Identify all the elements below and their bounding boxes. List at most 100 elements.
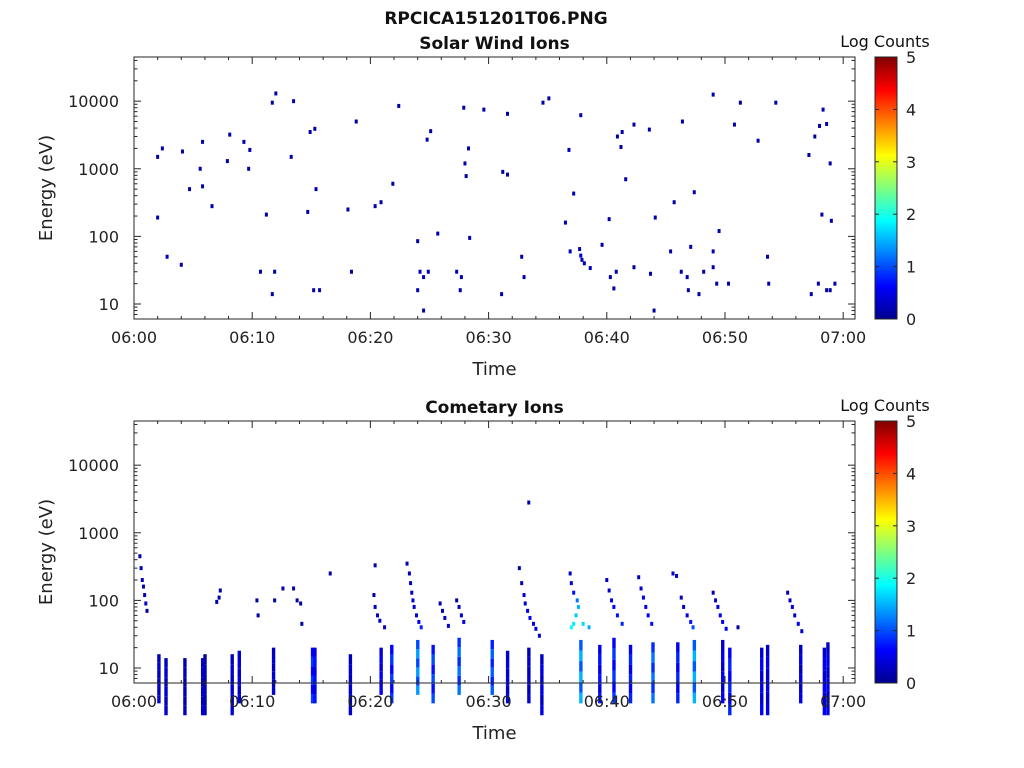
heatmap-cell xyxy=(440,608,444,613)
y-tick-label: 10000 xyxy=(68,456,119,475)
heatmap-cell xyxy=(292,99,296,104)
heatmap-cell xyxy=(541,100,545,105)
heatmap-cell xyxy=(157,686,161,696)
heatmap-cell xyxy=(527,694,531,704)
heatmap-cell xyxy=(828,161,832,166)
heatmap-cell xyxy=(379,687,383,695)
heatmap-cell xyxy=(313,647,317,657)
heatmap-cell xyxy=(289,154,293,159)
heatmap-cell xyxy=(463,161,467,166)
heatmap-cell xyxy=(576,604,580,609)
panel-solar-wind-ions: Solar Wind Ions 06:00 06:10 06:20 06:30 06:40… xyxy=(36,32,930,380)
heatmap-cell xyxy=(156,154,160,159)
heatmap-cell xyxy=(765,644,770,657)
heatmap-cell xyxy=(567,147,571,152)
heatmap-cell xyxy=(517,566,521,571)
heatmap-cell xyxy=(198,166,202,171)
heatmap-cell xyxy=(682,604,686,609)
heatmap-cell xyxy=(628,683,633,694)
heatmap-cell xyxy=(790,604,794,609)
y-tick-label: 10 xyxy=(99,659,119,678)
heatmap-cell xyxy=(490,649,494,659)
heatmap-cell xyxy=(256,613,260,618)
heatmap-cell xyxy=(482,107,486,112)
x-tick-label: 06:20 xyxy=(347,692,393,711)
heatmap-cell xyxy=(579,650,583,662)
heatmap-cell xyxy=(145,608,149,613)
heatmap-cell xyxy=(310,675,315,685)
heatmap-cell xyxy=(426,269,430,274)
heatmap-cell xyxy=(457,675,461,686)
heatmap-cell xyxy=(164,705,168,716)
heatmap-cell xyxy=(416,239,420,244)
heatmap-cell xyxy=(653,215,657,220)
heatmap-cell xyxy=(578,247,582,252)
heatmap-cell xyxy=(598,693,602,704)
heatmap-cell xyxy=(527,666,531,676)
heatmap-cell xyxy=(390,683,394,694)
x-tick-label: 07:00 xyxy=(820,692,866,711)
heatmap-cell xyxy=(455,269,459,274)
heatmap-cell xyxy=(728,681,732,693)
heatmap-cell xyxy=(651,683,655,694)
heatmap-cell xyxy=(760,692,764,704)
heatmap-cell xyxy=(183,696,187,706)
heatmap-cell xyxy=(691,625,695,630)
heatmap-cell xyxy=(458,288,462,293)
heatmap-cell xyxy=(612,286,616,291)
heatmap-cell xyxy=(431,654,435,665)
heatmap-cell xyxy=(588,266,592,271)
heatmap-cell xyxy=(144,601,148,606)
heatmap-cell xyxy=(649,271,653,276)
heatmap-cell xyxy=(799,664,803,675)
heatmap-cell xyxy=(822,703,827,716)
heatmap-cell xyxy=(306,209,310,214)
heatmap-cell xyxy=(160,146,164,151)
heatmap-cell xyxy=(414,613,418,618)
heatmap-cell xyxy=(526,608,530,613)
heatmap-cell xyxy=(637,575,641,580)
heatmap-cell xyxy=(143,593,147,598)
heatmap-cell xyxy=(271,647,276,656)
heatmap-cell xyxy=(826,666,830,679)
heatmap-cell xyxy=(676,672,680,683)
heatmap-cell xyxy=(215,599,219,604)
heatmap-cell xyxy=(716,604,720,609)
heatmap-cell xyxy=(679,269,683,274)
heatmap-cell xyxy=(685,275,689,280)
heatmap-cell xyxy=(490,685,494,695)
heatmap-cell xyxy=(580,257,584,262)
heatmap-cell xyxy=(230,705,234,716)
heatmap-cell xyxy=(820,212,824,217)
heatmap-cell xyxy=(417,619,421,624)
heatmap-cell xyxy=(271,655,276,664)
heatmap-cell xyxy=(436,231,440,236)
heatmap-cell xyxy=(490,658,494,668)
heatmap-cell xyxy=(799,654,803,665)
heatmap-cell xyxy=(575,598,579,603)
heatmap-cell xyxy=(228,132,232,137)
heatmap-cell xyxy=(537,633,541,638)
heatmap-cell xyxy=(217,595,221,600)
heatmap-cell xyxy=(271,671,276,680)
heatmap-cell xyxy=(760,703,764,716)
heatmap-cell xyxy=(632,122,636,127)
y-tick-label: 100 xyxy=(88,227,119,246)
heatmap-cell xyxy=(527,675,531,685)
heatmap-cell xyxy=(164,686,168,697)
heatmap-cell xyxy=(676,693,680,704)
heatmap-cell xyxy=(390,664,394,675)
heatmap-cell xyxy=(505,677,510,686)
heatmap-cell xyxy=(183,658,187,668)
heatmap-cell xyxy=(425,137,429,142)
heatmap-cell xyxy=(520,254,524,259)
heatmap-cell xyxy=(651,693,655,704)
heatmap-cell xyxy=(774,100,778,105)
heatmap-cell xyxy=(429,129,433,134)
heatmap-cells xyxy=(156,91,837,313)
heatmap-cell xyxy=(490,676,494,686)
x-tick-label: 06:00 xyxy=(111,692,157,711)
heatmap-cell xyxy=(651,672,655,683)
figure-title: RPCICA151201T06.PNG xyxy=(384,9,607,29)
heatmap-cell xyxy=(318,288,322,293)
